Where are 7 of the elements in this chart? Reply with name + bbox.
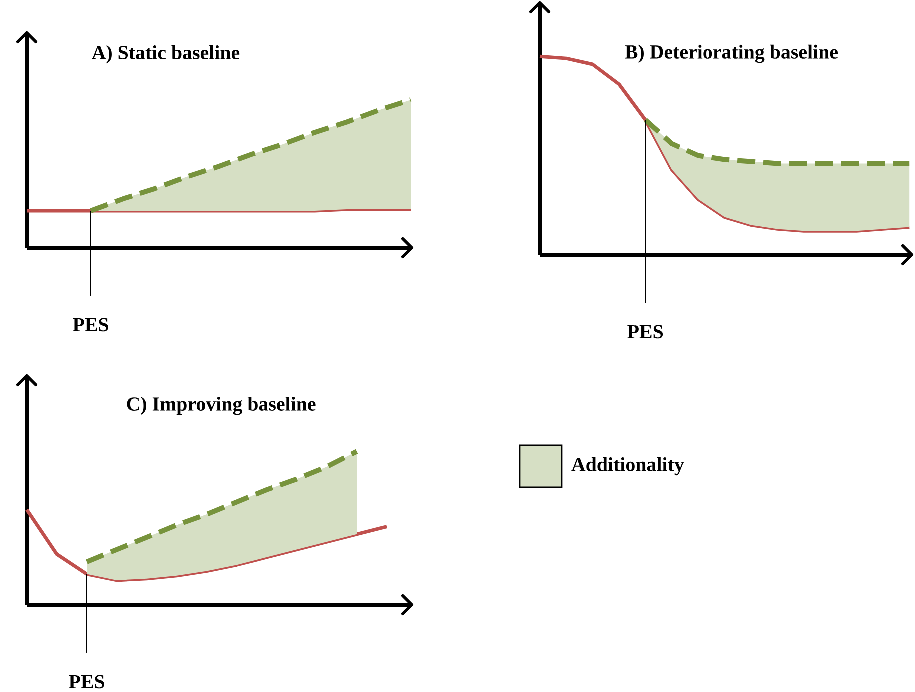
text: PES [69,675,104,689]
chart-title: C) Improving baseline [127,396,316,416]
text: PES [73,318,108,332]
chart-title: A) Static baseline [92,46,240,64]
text: Additionality [572,457,684,476]
chart-title: B) Deteriorating baseline [625,44,838,64]
text: PES [628,325,664,339]
